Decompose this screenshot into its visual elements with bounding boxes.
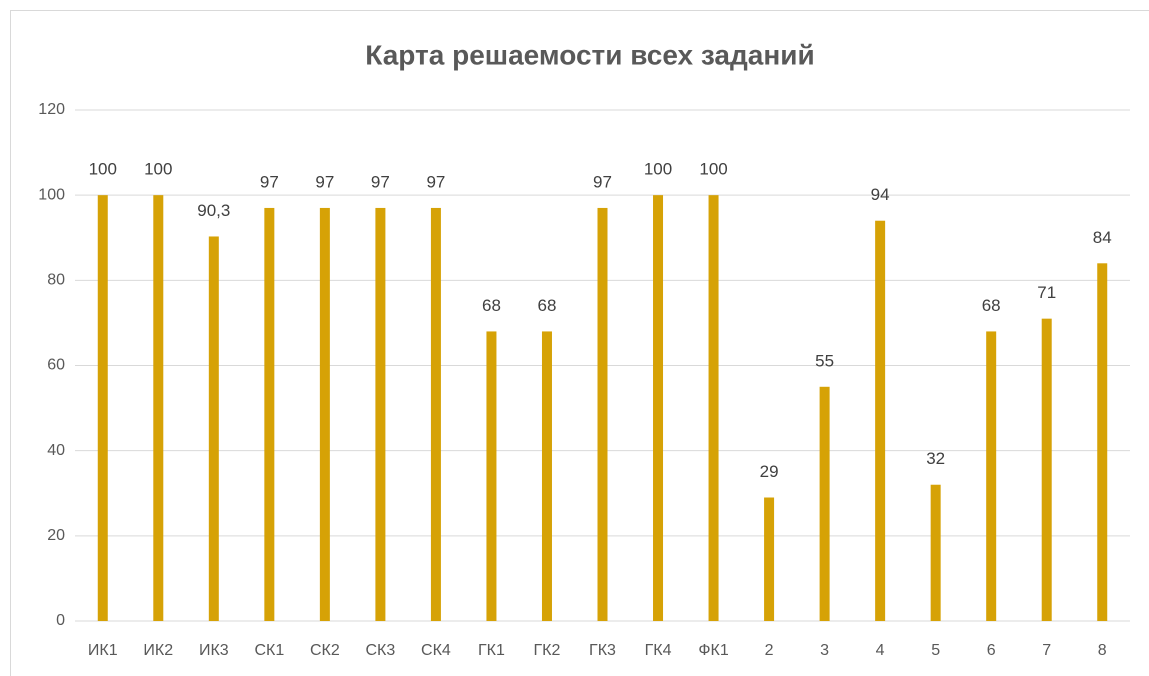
bar [764,497,775,621]
x-tick-label: СК4 [421,642,451,659]
bar [97,195,108,621]
bar [430,207,441,622]
data-label: 84 [1093,228,1112,247]
data-label: 100 [89,160,117,179]
data-label: 100 [144,160,172,179]
data-label: 97 [371,172,390,191]
y-tick-label: 80 [47,272,65,289]
x-tick-label: 7 [1042,642,1051,659]
x-tick-label: 3 [820,642,829,659]
y-tick-label: 0 [56,612,65,629]
data-label: 68 [482,296,501,315]
data-label: 29 [760,462,779,481]
x-tick-label: ГК4 [645,642,672,659]
data-label: 97 [593,172,612,191]
y-tick-label: 100 [38,186,65,203]
x-tick-label: ИК1 [88,642,118,659]
bar [875,220,886,621]
bar [264,207,275,622]
data-label: 100 [644,160,672,179]
x-tick-label: 6 [987,642,996,659]
x-tick-label: ФК1 [698,642,728,659]
x-tick-label: 5 [931,642,940,659]
data-label: 55 [815,351,834,370]
data-label: 68 [538,296,557,315]
bar [708,195,719,621]
x-tick-label: ИК2 [143,642,173,659]
y-tick-label: 120 [38,101,65,118]
x-tick-label: СК1 [254,642,284,659]
bar [208,236,219,621]
x-tick-label: ГК2 [534,642,561,659]
x-tick-label: ГК1 [478,642,505,659]
bar [986,331,997,621]
bar [653,195,664,621]
bar [486,331,497,621]
data-label: 71 [1037,283,1056,302]
data-label: 97 [260,172,279,191]
bar [541,331,552,621]
bar [597,207,608,622]
bar [1097,263,1108,621]
x-tick-label: СК2 [310,642,340,659]
y-tick-label: 20 [47,527,65,544]
x-tick-label: ГК3 [589,642,616,659]
y-tick-label: 40 [47,442,65,459]
bar [930,484,941,621]
chart-title: Карта решаемости всех заданий [365,39,814,70]
data-label: 97 [315,172,334,191]
bar [819,386,830,621]
bar [319,207,330,622]
data-label: 32 [926,449,945,468]
x-tick-label: СК3 [366,642,396,659]
x-tick-label: 2 [765,642,774,659]
data-label: 68 [982,296,1001,315]
data-label: 94 [871,185,890,204]
bar [153,195,164,621]
bar [1041,318,1052,621]
x-tick-label: 4 [876,642,885,659]
data-label: 90,3 [197,201,230,220]
x-tick-label: ИК3 [199,642,229,659]
data-label: 100 [699,160,727,179]
data-label: 97 [426,172,445,191]
bar [375,207,386,622]
y-tick-label: 60 [47,357,65,374]
chart-frame [10,10,1149,676]
x-tick-label: 8 [1098,642,1107,659]
